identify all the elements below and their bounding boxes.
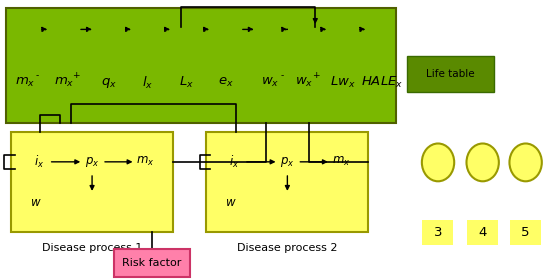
Ellipse shape — [422, 143, 454, 181]
FancyBboxPatch shape — [422, 220, 453, 245]
Text: $m_x$: $m_x$ — [136, 155, 155, 168]
Text: $l_x$: $l_x$ — [142, 74, 153, 91]
Text: -: - — [35, 71, 39, 80]
Text: $w$: $w$ — [30, 196, 42, 209]
FancyBboxPatch shape — [407, 56, 494, 92]
Text: 4: 4 — [478, 226, 487, 239]
Text: +: + — [312, 71, 320, 80]
Ellipse shape — [509, 143, 542, 181]
Text: 5: 5 — [521, 226, 530, 239]
FancyBboxPatch shape — [510, 220, 541, 245]
Text: $i_x$: $i_x$ — [229, 154, 239, 170]
Text: $p_x$: $p_x$ — [280, 155, 295, 169]
Text: $m_x$: $m_x$ — [331, 155, 350, 168]
Text: $p_x$: $p_x$ — [85, 155, 99, 169]
Text: $w_x$: $w_x$ — [262, 76, 280, 89]
Text: $i_x$: $i_x$ — [33, 154, 44, 170]
Text: Life table: Life table — [426, 69, 475, 79]
Text: $HALE_x$: $HALE_x$ — [361, 75, 403, 90]
Text: $w$: $w$ — [225, 196, 237, 209]
Text: Disease process 1: Disease process 1 — [42, 243, 142, 253]
Text: -: - — [281, 71, 284, 80]
Text: $w_x$: $w_x$ — [295, 76, 313, 89]
Text: $L_x$: $L_x$ — [180, 75, 194, 90]
FancyBboxPatch shape — [114, 249, 190, 277]
Text: +: + — [72, 71, 80, 80]
Text: 3: 3 — [434, 226, 442, 239]
Text: Disease process 2: Disease process 2 — [237, 243, 338, 253]
FancyBboxPatch shape — [6, 8, 396, 123]
FancyBboxPatch shape — [206, 132, 368, 232]
Text: $m_x$: $m_x$ — [15, 76, 35, 89]
Text: $e_x$: $e_x$ — [218, 76, 234, 89]
FancyBboxPatch shape — [11, 132, 173, 232]
Text: $Lw_x$: $Lw_x$ — [330, 75, 356, 90]
Text: $q_x$: $q_x$ — [101, 76, 117, 90]
Ellipse shape — [466, 143, 499, 181]
FancyBboxPatch shape — [467, 220, 498, 245]
Text: $m_x$: $m_x$ — [54, 76, 74, 89]
Text: Risk factor: Risk factor — [122, 258, 182, 268]
